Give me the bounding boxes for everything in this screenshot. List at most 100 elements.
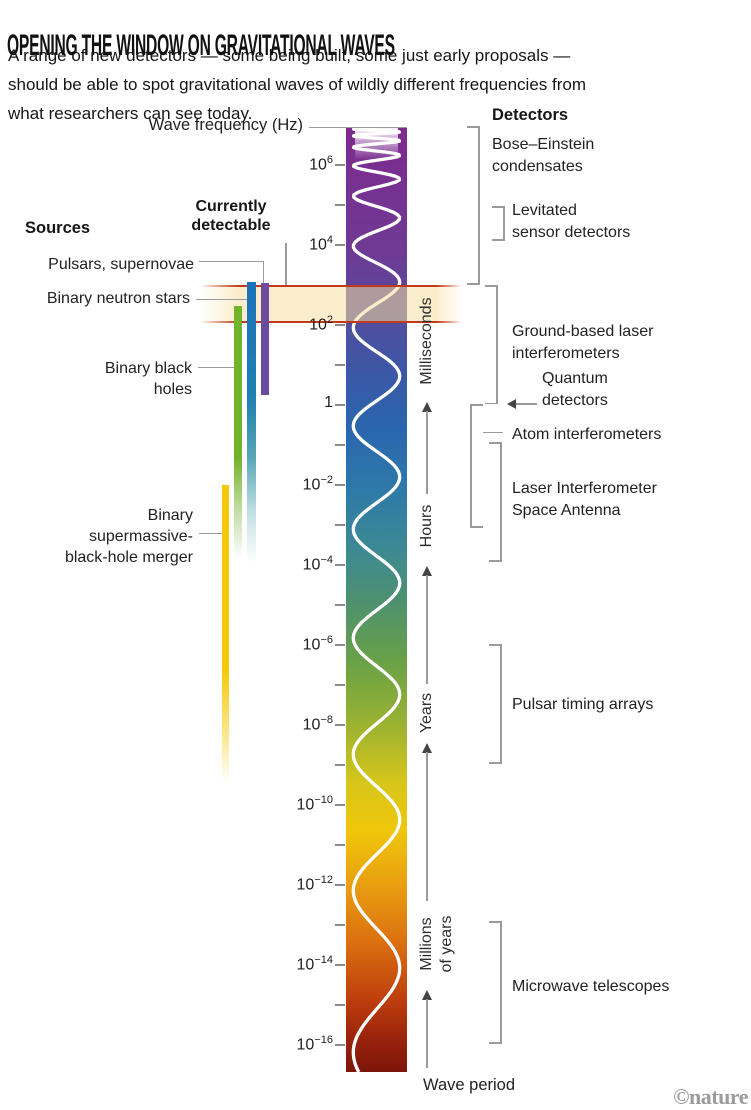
- axis-tick-line: [335, 404, 345, 406]
- detector-bracket: [500, 645, 502, 763]
- sources-heading: Sources: [25, 219, 91, 237]
- detector-bracket: [478, 127, 480, 285]
- axis-tick-line: [335, 564, 345, 566]
- source-connector: [199, 532, 222, 535]
- detector-label-pulsar-timing-arrays: Pulsar timing arrays: [512, 696, 654, 713]
- detector-bracket-cap: [489, 921, 502, 923]
- currently-detectable-label: Currently detectable: [191, 198, 271, 234]
- axis-tick-label: 102: [309, 314, 333, 334]
- detector-bracket-cap: [485, 402, 498, 405]
- timescale-label-hours: Hours: [418, 504, 435, 548]
- axis-tick-line: [335, 484, 345, 486]
- source-bar-binary-supermassive-black-hole-merger: [222, 485, 229, 783]
- axis-tick-label: 10−4: [302, 554, 333, 574]
- subtitle-line: should be able to spot gravitational wav…: [8, 75, 587, 94]
- axis-tick-label: 10−12: [296, 874, 333, 894]
- subtitle-line: A range of new detectors — some being bu…: [8, 46, 571, 65]
- detector-label-levitated-sensor-detectors: Levitated sensor detectors: [512, 202, 631, 241]
- detector-label-microwave-telescopes: Microwave telescopes: [512, 978, 670, 995]
- axis-tick-label: 10−14: [296, 954, 333, 974]
- detector-bracket: [500, 922, 502, 1043]
- timescale-label-milliseconds: Milliseconds: [418, 297, 435, 385]
- timescale-arrowhead-icon: [422, 402, 432, 412]
- subtitle-line: what researchers can see today.: [8, 104, 253, 123]
- source-bar-binary-neutron-stars: [247, 282, 256, 563]
- band-top-line: [200, 285, 462, 287]
- timescale-arrowhead-icon: [422, 743, 432, 753]
- source-label-pulsars-supernovae: Pulsars, supernovae: [48, 256, 194, 273]
- detector-label-laser-interferometer-space-antenna: Laser Interferometer Space Antenna: [512, 480, 657, 519]
- wave-top-glow: [355, 128, 398, 160]
- axis-top-label: Wave frequency (Hz): [148, 116, 303, 134]
- detector-bracket-cap: [470, 526, 483, 528]
- page-subtitle: A range of new detectors — some being bu…: [8, 41, 586, 128]
- detector-label-quantum-detectors: Quantum detectors: [542, 370, 608, 409]
- detector-bracket: [503, 207, 505, 241]
- axis-tick-label: 1: [324, 394, 333, 411]
- source-connector: [196, 298, 247, 301]
- detector-bracket: [500, 443, 502, 561]
- timescale-arrow-line: [426, 999, 428, 1068]
- axis-minor-tick-line: [335, 524, 345, 526]
- timescale-arrowhead-icon: [422, 566, 432, 576]
- band-bottom-line: [200, 321, 462, 323]
- quantum-arrow-line: [515, 403, 537, 405]
- detector-label-ground-based-laser-interferometers: Ground-based laser interferometers: [512, 323, 654, 362]
- source-bar-binary-black-holes: [234, 305, 242, 559]
- detector-label-dash: [483, 431, 503, 434]
- detector-label-bose-einstein-condensates: Bose–Einstein condensates: [492, 136, 595, 175]
- axis-minor-tick-line: [335, 204, 345, 206]
- axis-top-tick: [309, 126, 407, 129]
- spectrum-bar: [346, 128, 407, 1072]
- source-connector: [198, 366, 234, 369]
- detector-bracket-cap: [485, 285, 498, 287]
- axis-tick-label: 10−10: [296, 794, 333, 814]
- source-label-binary-supermassive-black-hole-merger: Binary supermassive-black-hole merger: [64, 507, 193, 566]
- detectors-heading: Detectors: [492, 106, 569, 124]
- axis-tick-line: [335, 804, 345, 806]
- detector-bracket-cap: [489, 442, 502, 444]
- timescale-arrow-line: [426, 575, 428, 684]
- detector-bracket-cap: [489, 762, 502, 764]
- axis-tick-label: 104: [309, 234, 333, 254]
- detector-bracket-cap: [492, 206, 505, 208]
- quantum-arrowhead-icon: [507, 399, 516, 409]
- detector-bracket-cap: [467, 283, 480, 285]
- axis-tick-line: [335, 324, 345, 326]
- wave-glyph: [351, 128, 402, 1072]
- detector-bracket-cap: [467, 126, 480, 128]
- currently-detectable-connector: [285, 243, 287, 285]
- axis-tick-line: [335, 884, 345, 886]
- axis-tick-label: 106: [309, 154, 333, 174]
- detector-bracket-cap: [470, 404, 483, 406]
- source-connector: [199, 260, 264, 263]
- timescale-label-millions-of-years: Millions of years: [418, 915, 455, 973]
- axis-tick-line: [335, 964, 345, 966]
- axis-tick-line: [335, 724, 345, 726]
- axis-tick-label: 10−2: [302, 474, 333, 494]
- source-bar-pulsars-supernovae: [261, 283, 269, 395]
- timescale-arrowhead-icon: [422, 990, 432, 1000]
- source-label-binary-black-holes: Binary black holes: [104, 360, 192, 398]
- axis-minor-tick-line: [335, 604, 345, 606]
- detector-bracket-cap: [489, 1042, 502, 1044]
- axis-bottom-label: Wave period: [423, 1076, 516, 1094]
- axis-minor-tick-line: [335, 684, 345, 686]
- axis-tick-line: [335, 1044, 345, 1046]
- detector-bracket: [496, 285, 498, 404]
- source-connector-drop: [262, 261, 264, 283]
- axis-tick-label: 10−8: [302, 714, 333, 734]
- axis-tick-label: 10−6: [302, 634, 333, 654]
- axis-minor-tick-line: [335, 364, 345, 366]
- axis-tick-line: [335, 164, 345, 166]
- currently-detectable-band: [200, 285, 462, 323]
- page-title: OPENING THE WINDOW ON GRAVITATIONAL WAVE…: [7, 29, 395, 63]
- detector-bracket-cap: [489, 644, 502, 646]
- detector-label-atom-interferometers: Atom interferometers: [512, 426, 662, 443]
- axis-minor-tick-line: [335, 1004, 345, 1006]
- axis-minor-tick-line: [335, 924, 345, 926]
- source-label-binary-neutron-stars: Binary neutron stars: [46, 290, 190, 307]
- detector-bracket-cap: [489, 560, 502, 562]
- axis-minor-tick-line: [335, 764, 345, 766]
- detector-bracket: [470, 405, 472, 527]
